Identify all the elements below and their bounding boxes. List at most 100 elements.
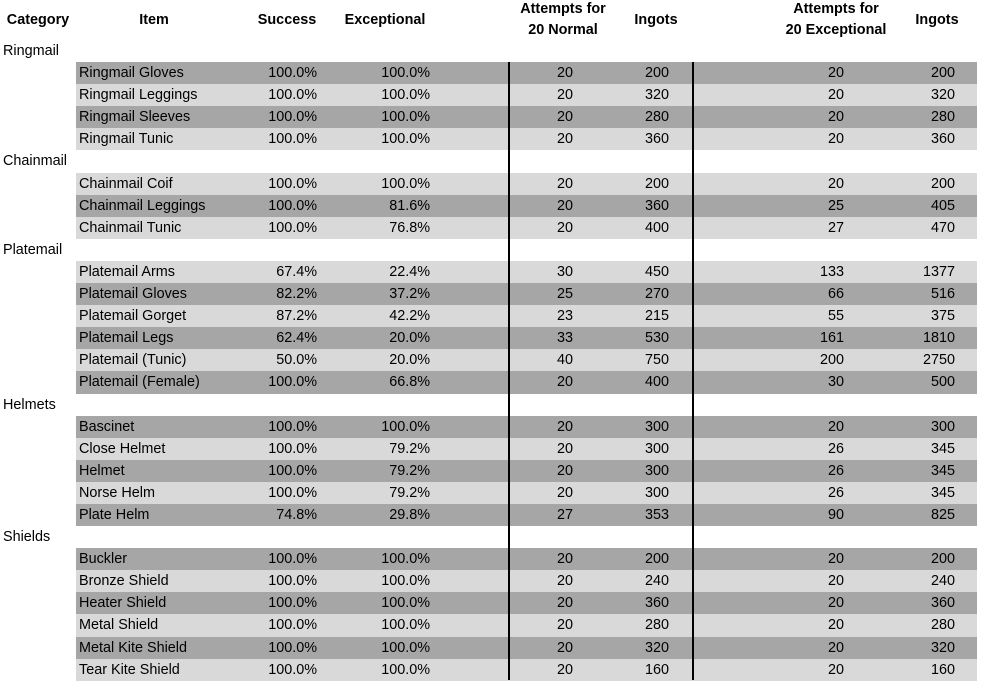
exceptional-rate-cell: 79.2%	[389, 484, 430, 501]
ingots-normal-cell: 300	[644, 440, 669, 457]
ingots-exceptional-cell: 200	[930, 175, 955, 192]
exceptional-rate-cell: 79.2%	[389, 440, 430, 457]
attempts-normal-cell: 20	[556, 131, 573, 148]
item-name-cell: Chainmail Leggings	[79, 197, 206, 214]
attempts-exceptional-cell: 55	[827, 308, 844, 325]
success-rate-cell: 100.0%	[268, 175, 317, 192]
table-row: Platemail Gloves 82.2% 37.2% 25 270 66 516	[0, 283, 982, 306]
table-row: Ringmail Gloves 100.0% 100.0% 20 200 20 200	[0, 62, 982, 85]
item-name-cell: Platemail Arms	[79, 263, 175, 280]
exceptional-rate-cell: 100.0%	[381, 418, 430, 435]
row-shading	[76, 327, 977, 350]
attempts-normal-cell: 20	[556, 639, 573, 656]
row-shading	[76, 128, 977, 151]
ingots-exceptional-cell: 516	[930, 286, 955, 303]
attempts-exceptional-cell: 27	[827, 219, 844, 236]
ingots-exceptional-cell: 320	[930, 639, 955, 656]
ingots-normal-cell: 160	[644, 661, 669, 678]
attempts-normal-cell: 30	[556, 263, 573, 280]
header-category-label: Category	[6, 11, 70, 28]
attempts-normal-cell: 20	[556, 617, 573, 634]
ingots-normal-cell: 353	[644, 506, 669, 523]
header-attempts-exceptional-line2: 20 Exceptional	[785, 22, 887, 38]
attempts-exceptional-cell: 20	[827, 131, 844, 148]
ingots-normal-cell: 360	[644, 595, 669, 612]
ingots-exceptional-cell: 825	[930, 506, 955, 523]
exceptional-rate-cell: 20.0%	[389, 330, 430, 347]
item-name-cell: Norse Helm	[79, 484, 155, 501]
row-shading	[76, 548, 977, 571]
ingots-normal-cell: 270	[644, 286, 669, 303]
table-row: Norse Helm 100.0% 79.2% 20 300 26 345	[0, 481, 982, 504]
table-row: Bascinet 100.0% 100.0% 20 300 20 300	[0, 415, 982, 438]
header-attempts-normal-line2: 20 Normal	[528, 22, 598, 38]
attempts-exceptional-cell: 20	[827, 661, 844, 678]
attempts-exceptional-cell: 25	[827, 197, 844, 214]
table-row: Tear Kite Shield 100.0% 100.0% 20 160 20 160	[0, 658, 982, 681]
attempts-normal-cell: 33	[556, 330, 573, 347]
success-rate-cell: 100.0%	[268, 197, 317, 214]
attempts-normal-cell: 25	[556, 286, 573, 303]
item-name-cell: Chainmail Coif	[79, 175, 173, 192]
attempts-exceptional-cell: 20	[827, 87, 844, 104]
header-category: Category	[0, 0, 76, 40]
attempts-exceptional-cell: 26	[827, 440, 844, 457]
attempts-normal-cell: 20	[556, 374, 573, 391]
attempts-exceptional-cell: 26	[827, 462, 844, 479]
category-label: Chainmail	[3, 153, 67, 170]
ingots-exceptional-cell: 345	[930, 484, 955, 501]
table-row: Buckler 100.0% 100.0% 20 200 20 200	[0, 548, 982, 571]
ingots-normal-cell: 200	[644, 65, 669, 82]
ingots-normal-cell: 750	[644, 352, 669, 369]
exceptional-rate-cell: 100.0%	[381, 87, 430, 104]
ingots-normal-cell: 240	[644, 573, 669, 590]
row-shading	[76, 260, 977, 284]
table-row: Helmet 100.0% 79.2% 20 300 26 345	[0, 459, 982, 482]
ingots-exceptional-cell: 360	[930, 595, 955, 612]
attempts-exceptional-cell: 161	[819, 330, 844, 347]
table-row: Platemail Gorget 87.2% 42.2% 23 215 55 375	[0, 305, 982, 328]
table-row: Bronze Shield 100.0% 100.0% 20 240 20 240	[0, 570, 982, 593]
table-row: Metal Kite Shield 100.0% 100.0% 20 320 20 320	[0, 636, 982, 659]
ingots-normal-cell: 280	[644, 109, 669, 126]
header-attempts-exceptional: Attempts for 20 Exceptional	[766, 0, 906, 40]
category-label: Helmets	[3, 396, 56, 413]
ingots-exceptional-cell: 1377	[922, 263, 955, 280]
table-row: Plate Helm 74.8% 29.8% 27 353 90 825	[0, 503, 982, 527]
success-rate-cell: 67.4%	[276, 263, 317, 280]
ingots-exceptional-cell: 405	[930, 197, 955, 214]
exceptional-rate-cell: 100.0%	[381, 617, 430, 634]
success-rate-cell: 100.0%	[268, 219, 317, 236]
ingots-exceptional-cell: 300	[930, 418, 955, 435]
table-row: Platemail (Tunic) 50.0% 20.0% 40 750 200 2750	[0, 349, 982, 372]
category-row: Helmets	[0, 394, 982, 416]
exceptional-rate-cell: 37.2%	[389, 286, 430, 303]
exceptional-rate-cell: 100.0%	[381, 131, 430, 148]
attempts-normal-cell: 40	[556, 352, 573, 369]
attempts-exceptional-cell: 30	[827, 374, 844, 391]
exceptional-rate-cell: 81.6%	[389, 197, 430, 214]
header-ingots-normal-label: Ingots	[634, 11, 678, 28]
item-name-cell: Platemail Gorget	[79, 308, 187, 325]
row-shading	[76, 570, 977, 593]
success-rate-cell: 100.0%	[268, 462, 317, 479]
ingots-normal-cell: 400	[644, 219, 669, 236]
attempts-normal-cell: 20	[556, 661, 573, 678]
ingots-normal-cell: 320	[644, 639, 669, 656]
attempts-normal-cell: 20	[556, 219, 573, 236]
table-row: Chainmail Coif 100.0% 100.0% 20 200 20 200	[0, 172, 982, 195]
attempts-normal-cell: 20	[556, 197, 573, 214]
row-shading	[76, 172, 977, 195]
attempts-exceptional-cell: 20	[827, 109, 844, 126]
ingots-normal-cell: 360	[644, 197, 669, 214]
attempts-exceptional-cell: 200	[819, 352, 844, 369]
ingots-normal-cell: 450	[644, 263, 669, 280]
header-exceptional: Exceptional	[335, 0, 435, 40]
row-shading	[76, 437, 977, 460]
category-label: Platemail	[3, 241, 63, 258]
ingots-normal-cell: 300	[644, 462, 669, 479]
ingots-normal-cell: 300	[644, 418, 669, 435]
exceptional-rate-cell: 100.0%	[381, 175, 430, 192]
success-rate-cell: 100.0%	[268, 484, 317, 501]
